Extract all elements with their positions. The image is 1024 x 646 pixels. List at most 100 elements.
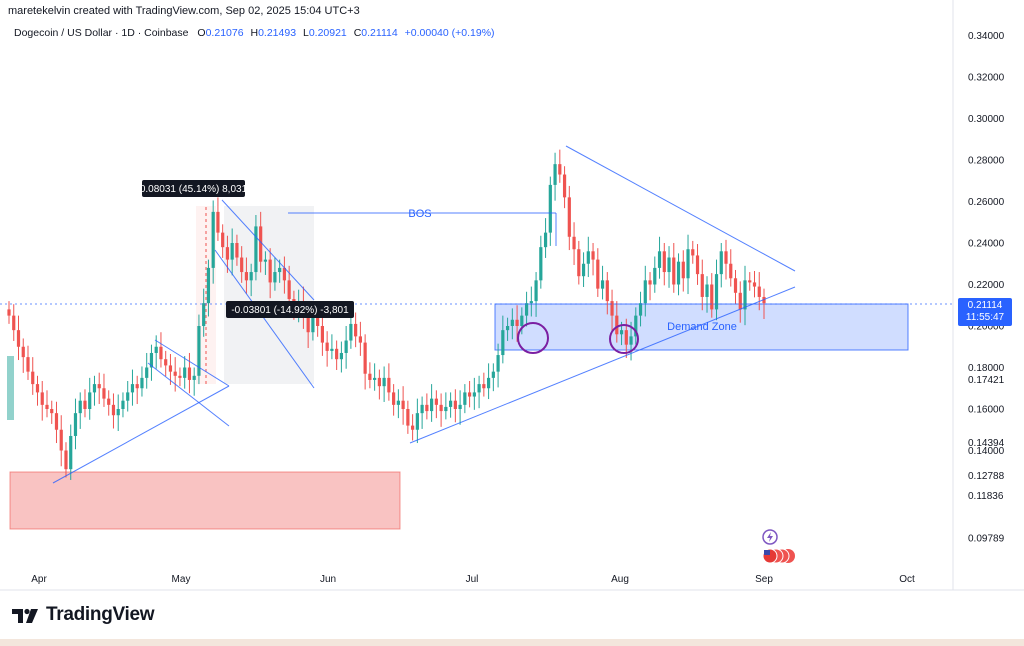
candle-body: [496, 355, 500, 372]
candle-body: [164, 359, 168, 366]
candle-body: [619, 330, 624, 335]
price-tick-label: 0.32000: [968, 73, 1005, 84]
symbol-name[interactable]: Dogecoin / US Dollar · 1D · Coinbase: [14, 27, 189, 39]
measure-up-box: [142, 180, 245, 197]
tradingview-logo[interactable]: TradingView: [12, 604, 155, 626]
candle-body: [363, 342, 367, 374]
price-tick-label: 0.18000: [968, 363, 1005, 374]
candle-body: [135, 384, 139, 389]
logo-wordmark: TradingView: [46, 604, 155, 625]
candle-body: [316, 315, 320, 326]
candle-body: [748, 280, 752, 283]
candle-body: [97, 384, 101, 389]
high-value: 0.21493: [258, 27, 297, 39]
candle-body: [520, 315, 524, 326]
price-tick-label: 0.34000: [968, 31, 1005, 42]
measure-down-box: [226, 301, 354, 318]
candle-body: [648, 280, 652, 285]
lightning-glyph: [767, 532, 773, 542]
time-tick-label: Oct: [899, 574, 915, 585]
time-axis[interactable]: Apr May Jun Jul Aug Sep Oct: [31, 574, 915, 585]
candle-body: [249, 272, 253, 281]
candle-body: [282, 267, 287, 281]
bar-countdown: 11:55:47: [965, 312, 1005, 323]
candle-body: [197, 326, 201, 376]
candle-body: [752, 282, 757, 287]
price-tick-label: 0.20000: [968, 322, 1005, 333]
tradingview-logo-icon: [12, 608, 38, 623]
candle-body: [349, 323, 353, 341]
candle-body: [577, 249, 581, 277]
candle-body: [216, 211, 220, 233]
candle-body: [686, 249, 690, 279]
candle-body: [629, 336, 633, 345]
candle-body: [50, 409, 54, 414]
candle-body: [724, 251, 728, 264]
candle-body: [396, 400, 400, 405]
candle-body: [482, 384, 486, 389]
candle-body: [12, 315, 16, 331]
candle-body: [221, 232, 225, 248]
price-axis[interactable]: 0.34000 0.32000 0.30000 0.28000 0.26000 0.240…: [0, 0, 1024, 591]
candle-body: [415, 413, 419, 430]
candle-body: [377, 377, 381, 387]
candle-body: [591, 251, 595, 260]
candle-body: [240, 257, 244, 273]
candle-body: [254, 226, 258, 273]
candle-body: [45, 404, 49, 409]
candle-body: [548, 184, 552, 233]
candle-body: [439, 404, 443, 412]
price-tick-label: 0.24000: [968, 239, 1005, 250]
demand-touch-circle-2: [609, 324, 639, 354]
candle-body: [116, 409, 120, 416]
measure-up-area: [196, 206, 216, 384]
drawings-layer: [0, 145, 953, 484]
candle-body: [183, 367, 187, 378]
candle-body: [425, 404, 429, 412]
time-tick-label: Jun: [320, 574, 336, 585]
price-tick-label: 0.09789: [968, 533, 1005, 544]
candle-body: [126, 392, 130, 401]
candle-body: [472, 392, 476, 397]
candle-body: [567, 197, 571, 237]
time-tick-label: Apr: [31, 574, 47, 585]
candle-body: [700, 274, 704, 297]
flag-upper-line: [154, 339, 230, 387]
candle-body: [111, 404, 116, 416]
measure-up-label: 0.08031 (45.14%) 8,031: [140, 184, 248, 195]
candle-body: [586, 251, 590, 264]
labels-layer: 0.08031 (45.14%) 8,031 -0.03801 (-14.92%…: [140, 180, 737, 333]
candle-body: [149, 352, 154, 368]
candle-body: [430, 398, 434, 412]
candle-body: [615, 315, 619, 335]
candle-body: [140, 377, 144, 389]
candle-body: [259, 226, 263, 262]
descending-resistance-line: [565, 145, 796, 272]
candle-body: [714, 274, 719, 310]
candle-body: [562, 174, 567, 198]
candle-body: [524, 303, 529, 316]
candle-body: [710, 284, 714, 310]
candle-body: [491, 371, 495, 378]
channel-lower-line: [214, 249, 315, 389]
events-layer[interactable]: [762, 529, 795, 564]
candle-body: [420, 404, 424, 414]
candle-body: [230, 243, 234, 260]
candle-body: [69, 435, 73, 470]
candles-layer: [7, 149, 766, 480]
candle-body: [634, 315, 638, 337]
candle-body: [130, 384, 135, 393]
candle-body: [325, 342, 329, 351]
candle-body: [406, 409, 410, 426]
candle-body: [330, 348, 334, 351]
volume-marker: [7, 356, 14, 420]
candle-body: [121, 400, 125, 409]
candle-body: [477, 384, 481, 393]
candle-body: [600, 280, 605, 289]
candle-body: [729, 263, 733, 279]
candle-body: [373, 377, 377, 380]
bos-label: BOS: [408, 208, 431, 220]
candle-body: [59, 429, 63, 451]
candle-body: [244, 272, 249, 281]
